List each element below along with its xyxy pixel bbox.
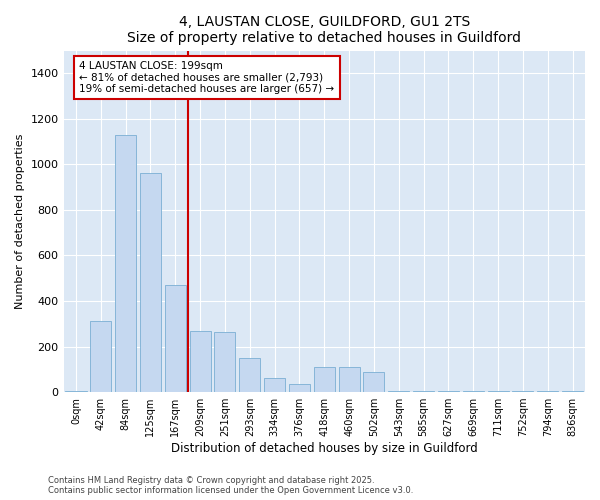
Bar	[338, 367, 359, 392]
Bar	[190, 330, 211, 392]
Bar	[140, 174, 161, 392]
Bar	[264, 378, 285, 392]
X-axis label: Distribution of detached houses by size in Guildford: Distribution of detached houses by size …	[171, 442, 478, 455]
Bar	[512, 391, 533, 392]
Bar	[165, 285, 186, 392]
Bar	[562, 391, 583, 392]
Bar	[488, 391, 509, 392]
Bar	[413, 391, 434, 392]
Bar	[388, 391, 409, 392]
Bar	[364, 372, 385, 392]
Bar	[289, 384, 310, 392]
Title: 4, LAUSTAN CLOSE, GUILDFORD, GU1 2TS
Size of property relative to detached house: 4, LAUSTAN CLOSE, GUILDFORD, GU1 2TS Siz…	[127, 15, 521, 45]
Text: Contains HM Land Registry data © Crown copyright and database right 2025.
Contai: Contains HM Land Registry data © Crown c…	[48, 476, 413, 495]
Text: 4 LAUSTAN CLOSE: 199sqm
← 81% of detached houses are smaller (2,793)
19% of semi: 4 LAUSTAN CLOSE: 199sqm ← 81% of detache…	[79, 61, 334, 94]
Bar	[65, 391, 86, 392]
Bar	[463, 391, 484, 392]
Bar	[115, 135, 136, 392]
Bar	[438, 391, 459, 392]
Bar	[90, 322, 112, 392]
Y-axis label: Number of detached properties: Number of detached properties	[15, 134, 25, 309]
Bar	[537, 391, 559, 392]
Bar	[239, 358, 260, 392]
Bar	[214, 332, 235, 392]
Bar	[314, 367, 335, 392]
